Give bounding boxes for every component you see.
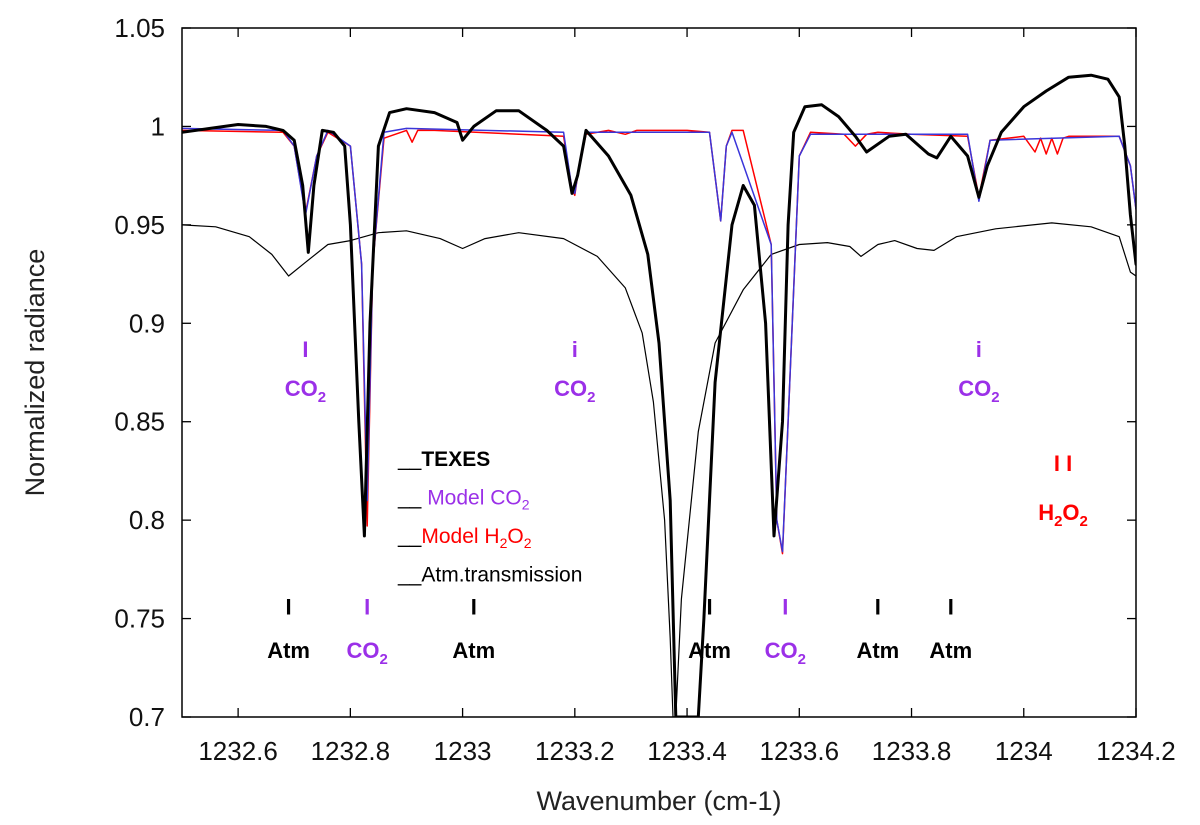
x-tick-label: 1233 <box>434 736 492 766</box>
legend-label: __ Model CO2 <box>397 487 530 513</box>
co2-line-label: CO2 <box>958 376 999 406</box>
co2-line-marker: i <box>572 337 578 362</box>
y-tick-label: 1 <box>151 111 165 141</box>
x-axis-title: Wavenumber (cm-1) <box>536 786 781 816</box>
legend-label: __Atm.transmission <box>397 564 582 587</box>
co2-line-label: CO2 <box>554 376 595 406</box>
atm-line-marker: I <box>948 595 954 620</box>
atm-line-label: Atm <box>452 638 495 663</box>
x-tick-label: 1234.2 <box>1096 736 1176 766</box>
co2-line-marker: I <box>364 595 370 620</box>
co2-line-marker: I <box>302 337 308 362</box>
atm-line-label: Atm <box>929 638 972 663</box>
x-tick-label: 1233.8 <box>872 736 952 766</box>
legend-item: __ Model CO2 <box>397 487 530 513</box>
co2-line-label: CO2 <box>285 376 326 406</box>
h2o2-label: H2O2 <box>1038 500 1088 530</box>
y-tick-label: 0.85 <box>114 407 165 437</box>
y-tick-label: 0.95 <box>114 210 165 240</box>
legend-item: __TEXES <box>397 448 490 471</box>
legend-label: __TEXES <box>397 448 490 471</box>
h2o2-line-markers: I I <box>1054 451 1072 476</box>
legend-label: __Model H2O2 <box>397 525 532 551</box>
atm-line-label: Atm <box>688 638 731 663</box>
atm-line-marker: I <box>706 595 712 620</box>
atm-line-marker: I <box>875 595 881 620</box>
plot-frame <box>181 27 1137 718</box>
co2-line-marker: I <box>782 595 788 620</box>
legend-item: __Model H2O2 <box>397 525 532 551</box>
x-tick-label: 1233.2 <box>535 736 615 766</box>
atm-line-label: Atm <box>856 638 899 663</box>
series-line-atm-transmission <box>182 222 1136 717</box>
y-tick-label: 0.8 <box>129 505 165 535</box>
series-line-texes <box>182 73 1136 717</box>
x-tick-label: 1232.6 <box>198 736 278 766</box>
legend-item: __Atm.transmission <box>397 564 582 587</box>
x-tick-label: 1234 <box>995 736 1053 766</box>
co2-line-label: CO2 <box>765 638 806 668</box>
atm-line-marker: I <box>286 595 292 620</box>
x-tick-label: 1233.4 <box>647 736 727 766</box>
co2-line-marker: i <box>976 337 982 362</box>
x-tick-label: 1233.6 <box>760 736 840 766</box>
atm-line-marker: I <box>471 595 477 620</box>
x-tick-label: 1232.8 <box>311 736 391 766</box>
y-tick-label: 0.9 <box>129 308 165 338</box>
co2-line-label: CO2 <box>347 638 388 668</box>
atm-line-label: Atm <box>267 638 310 663</box>
y-tick-label: 0.75 <box>114 604 165 634</box>
y-tick-label: 1.05 <box>114 13 165 43</box>
y-tick-label: 0.7 <box>129 702 165 732</box>
y-axis-title: Normalized radiance <box>20 249 50 497</box>
